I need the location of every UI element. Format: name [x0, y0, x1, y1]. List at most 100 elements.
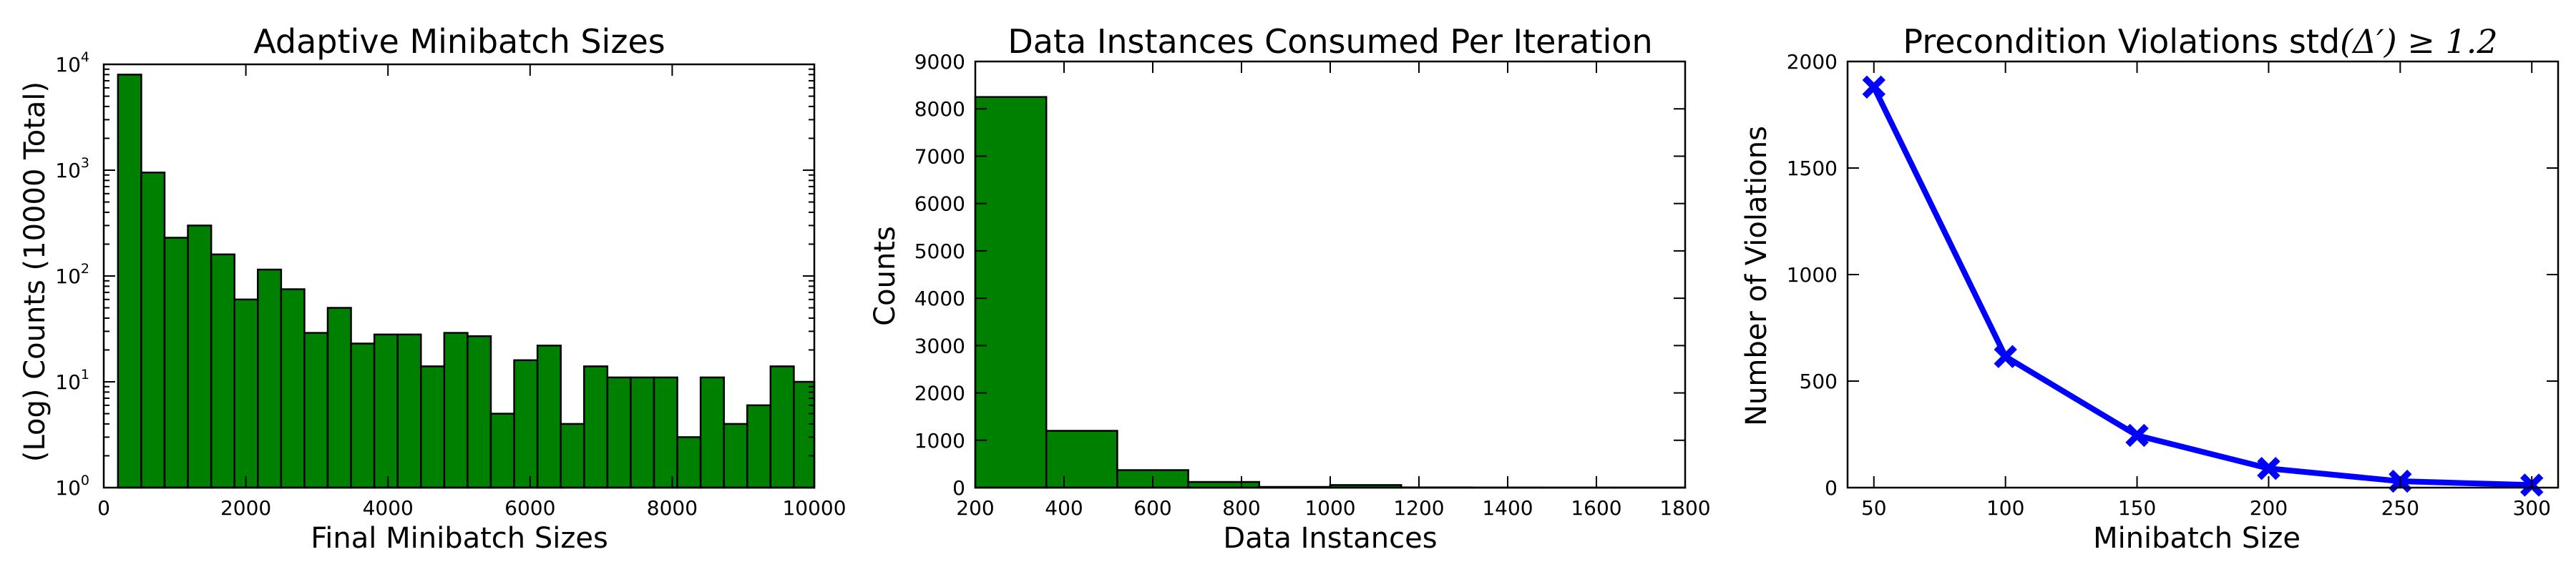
y-tick-label: 104: [55, 49, 89, 77]
histogram-bar: [583, 365, 609, 489]
histogram-bar: [233, 298, 259, 489]
histogram-bar: [373, 333, 399, 489]
histogram-bar: [746, 404, 772, 489]
chart-title-text: Precondition Violations std: [1903, 22, 2340, 61]
histogram-bar: [1045, 430, 1118, 489]
histogram-bar: [163, 237, 189, 489]
histogram-bar: [443, 332, 469, 489]
x-tick-label: 300: [2512, 496, 2550, 520]
x-tick-label: 1000: [1304, 496, 1355, 520]
x-tick-label: 50: [1861, 496, 1887, 520]
histogram-bar: [630, 376, 655, 489]
ticks: 200 400 600 800 1000 1200 1400 1600 1800 0 1000 200…: [914, 50, 1711, 520]
y-tick-exponent: 4: [81, 49, 89, 65]
chart-title-math: (Δ′) ≥ 1.2: [2340, 22, 2498, 61]
y-tick-label: 7000: [914, 144, 965, 168]
y-tick-base: 10: [55, 159, 81, 182]
ticks: 50 100 150 200 250 300 0 500 1000 1500 2000: [1787, 50, 2558, 520]
x-tick-label: 4000: [363, 496, 414, 520]
marker-stroke: [1862, 75, 1885, 99]
data-point-marker: [2125, 423, 2149, 448]
y-tick-label: 500: [1800, 370, 1838, 393]
x-tick-label: 200: [956, 496, 994, 520]
y-tick-label: 103: [55, 155, 89, 182]
y-tick-exponent: 3: [81, 155, 89, 171]
x-tick-label: 100: [1986, 496, 2024, 520]
y-tick-label: 1000: [914, 429, 965, 453]
histogram-bar: [303, 332, 329, 489]
x-axis-label: Data Instances: [1223, 522, 1437, 555]
y-tick-label: 4000: [914, 287, 965, 310]
histogram-bar: [280, 288, 306, 489]
y-tick-label: 2000: [914, 382, 965, 405]
y-tick-label: 3000: [914, 334, 965, 358]
series: [1862, 75, 2544, 497]
histogram-panel-data-instances: Data Instances Consumed Per Iteration Da…: [869, 22, 1711, 555]
y-axis-label: Counts: [869, 226, 902, 326]
histogram-bar: [350, 342, 376, 489]
x-tick-label: 1800: [1659, 496, 1710, 520]
histogram-bar: [653, 376, 678, 489]
chart-title: Adaptive Minibatch Sizes: [253, 22, 665, 61]
line-panel-precondition-violations: Precondition Violations std(Δ′) ≥ 1.2 Mi…: [1740, 22, 2560, 555]
x-tick-label: 200: [2250, 496, 2288, 520]
histogram-bar: [536, 345, 562, 489]
histogram-bar: [513, 359, 539, 489]
series-line: [1871, 86, 2532, 488]
x-tick-label: 400: [1045, 496, 1083, 520]
marker-stroke: [2257, 456, 2280, 480]
y-axis-label: Number of Violations: [1740, 126, 1773, 426]
y-tick-label: 1500: [1787, 157, 1838, 180]
data-point-marker: [1994, 345, 2017, 368]
histogram-bar: [606, 376, 632, 489]
y-tick-label: 9000: [914, 50, 965, 74]
x-tick-label: 800: [1222, 496, 1260, 520]
x-tick-label: 250: [2381, 496, 2419, 520]
data-point-marker: [2257, 456, 2280, 480]
histogram-bar: [974, 96, 1048, 489]
histogram-bar: [560, 423, 585, 489]
histogram-bar: [676, 436, 702, 489]
histogram-bar: [117, 74, 142, 489]
x-tick-label: 6000: [504, 496, 555, 520]
y-tick-base: 10: [55, 370, 81, 394]
marker-stroke: [1994, 345, 2017, 368]
y-tick-label: 102: [55, 261, 89, 288]
y-tick-label: 100: [55, 473, 89, 500]
bars: [117, 74, 816, 489]
y-tick-base: 10: [55, 476, 81, 500]
y-tick-label: 0: [1825, 476, 1838, 500]
x-tick-label: 600: [1133, 496, 1171, 520]
histogram-bar: [699, 376, 725, 489]
y-tick-label: 1000: [1787, 263, 1838, 287]
chart-title: Precondition Violations std(Δ′) ≥ 1.2: [1903, 22, 2497, 61]
histogram-bar: [489, 413, 515, 489]
y-tick-exponent: 0: [81, 473, 89, 488]
marker-stroke: [2125, 423, 2149, 448]
x-tick-label: 2000: [220, 496, 271, 520]
x-tick-label: 0: [97, 496, 110, 520]
y-tick-label: 5000: [914, 240, 965, 263]
histogram-bar: [187, 225, 213, 489]
chart-title: Data Instances Consumed Per Iteration: [1008, 22, 1652, 61]
histogram-bar: [396, 333, 422, 489]
x-tick-label: 8000: [647, 496, 698, 520]
y-tick-exponent: 2: [81, 261, 89, 277]
plot-frame: [974, 60, 1687, 489]
y-tick-base: 10: [55, 265, 81, 288]
bars: [974, 96, 1687, 489]
y-tick-exponent: 1: [81, 367, 89, 383]
x-axis-label: Final Minibatch Sizes: [311, 522, 608, 555]
y-tick-label: 101: [55, 367, 89, 394]
x-tick-label: 1400: [1482, 496, 1533, 520]
histogram-bar: [326, 307, 352, 489]
histogram-bar: [467, 335, 492, 489]
histogram-bar: [420, 365, 446, 489]
y-tick-base: 10: [55, 53, 81, 77]
histogram-bar: [210, 253, 235, 489]
y-tick-label: 2000: [1787, 50, 1838, 74]
plot-frame: [102, 63, 816, 489]
x-axis-label: Minibatch Size: [2093, 522, 2301, 555]
